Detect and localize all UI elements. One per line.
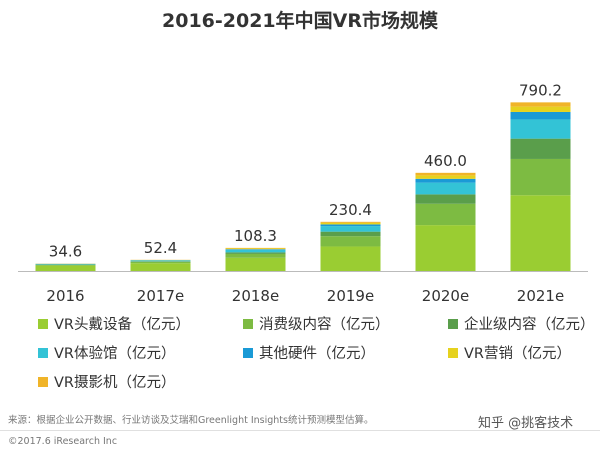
bar-segment-2017e-s2 [130, 261, 191, 262]
bar-segment-2021e-s1 [510, 158, 571, 196]
bar-segment-2016-s3 [35, 263, 96, 265]
source-note: 来源：根据企业公开数据、行业访谈及艾瑞和Greenlight Insights统… [8, 415, 374, 426]
bar-segment-2021e-s3 [510, 119, 571, 139]
bar-segment-2019e-s6 [320, 221, 381, 223]
total-label-2019e: 230.4 [329, 201, 372, 219]
watermark-text: 知乎 @挑客技术 [478, 416, 574, 431]
legend-label-3: VR体验馆（亿元） [54, 346, 176, 362]
bar-segment-2019e-s4 [320, 224, 381, 227]
bar-segment-2021e-s0 [510, 195, 571, 271]
legend-label-2: 企业级内容（亿元） [464, 317, 595, 333]
bar-segment-2017e-s0 [130, 263, 191, 271]
bar-segment-2020e-s1 [415, 203, 476, 226]
legend-swatch-4 [243, 347, 253, 358]
legend-label-0: VR头戴设备（亿元） [54, 317, 190, 333]
bar-segment-2018e-s1 [225, 253, 286, 258]
bar-segment-2016-s1 [35, 264, 96, 266]
legend-item-1: 消费级内容（亿元） [243, 313, 448, 334]
bar-segment-2017e-s3 [130, 260, 191, 262]
chart-legend: VR头戴设备（亿元） 消费级内容（亿元） 企业级内容（亿元） VR体验馆（亿元） 其他硬… [38, 313, 595, 392]
category-label-2016: 2016 [46, 287, 84, 305]
bar-segment-2018e-s0 [225, 257, 286, 271]
legend-swatch-5 [448, 347, 458, 358]
bar-segment-2021e-s2 [510, 138, 571, 159]
bar-segment-2020e-s6 [415, 172, 476, 176]
legend-item-3: VR体验馆（亿元） [38, 342, 243, 363]
legend-swatch-6 [38, 376, 48, 387]
bar-segment-2019e-s1 [320, 236, 381, 247]
bar-segment-2018e-s2 [225, 252, 286, 254]
legend-label-4: 其他硬件（亿元） [259, 346, 375, 362]
legend-swatch-0 [38, 318, 48, 329]
stacked-bar-chart: 34.6 2016 52.4 2017e 108.3 2018e 230.4 2019e 460… [18, 81, 588, 305]
chart-title: 2016-2021年中国VR市场规模 [162, 10, 438, 32]
category-label-2018e: 2018e [232, 287, 279, 305]
bar-segment-2020e-s2 [415, 194, 476, 204]
bar-segment-2020e-s5 [415, 175, 476, 179]
bar-segment-2019e-s3 [320, 226, 381, 232]
category-label-2021e: 2021e [517, 287, 564, 305]
bar-segment-2019e-s5 [320, 222, 381, 225]
bar-segment-2021e-s6 [510, 102, 571, 107]
legend-item-4: 其他硬件（亿元） [243, 342, 448, 363]
bar-segment-2017e-s1 [130, 261, 191, 264]
total-label-2020e: 460.0 [424, 152, 467, 170]
legend-swatch-3 [38, 347, 48, 358]
total-label-2021e: 790.2 [519, 81, 562, 99]
bar-segment-2016-s0 [35, 265, 96, 271]
bar-segment-2018e-s5 [225, 248, 286, 250]
bar-segment-2018e-s6 [225, 247, 286, 249]
category-label-2019e: 2019e [327, 287, 374, 305]
total-label-2016: 34.6 [49, 243, 82, 261]
bar-segment-2020e-s3 [415, 182, 476, 195]
bar-segment-2020e-s4 [415, 178, 476, 183]
bar-segment-2019e-s0 [320, 246, 381, 271]
bar-segment-2020e-s0 [415, 225, 476, 271]
total-label-2018e: 108.3 [234, 227, 277, 245]
bar-segment-2018e-s4 [225, 249, 286, 250]
legend-item-0: VR头戴设备（亿元） [38, 313, 243, 334]
legend-label-6: VR摄影机（亿元） [54, 375, 176, 391]
category-label-2017e: 2017e [137, 287, 184, 305]
total-label-2017e: 52.4 [144, 239, 177, 257]
legend-item-5: VR营销（亿元） [448, 342, 598, 363]
footer-divider [0, 430, 600, 431]
copyright-text: ©2017.6 iResearch Inc [8, 436, 118, 447]
bar-segment-2021e-s5 [510, 106, 571, 112]
legend-label-1: 消费级内容（亿元） [259, 317, 390, 333]
bar-segment-2021e-s4 [510, 111, 571, 120]
legend-item-6: VR摄影机（亿元） [38, 371, 243, 392]
legend-swatch-1 [243, 318, 253, 329]
category-label-2020e: 2020e [422, 287, 469, 305]
legend-label-5: VR营销（亿元） [464, 346, 571, 362]
legend-swatch-2 [448, 318, 458, 329]
legend-item-2: 企业级内容（亿元） [448, 313, 598, 334]
bar-segment-2018e-s3 [225, 249, 286, 253]
bar-segment-2019e-s2 [320, 231, 381, 237]
